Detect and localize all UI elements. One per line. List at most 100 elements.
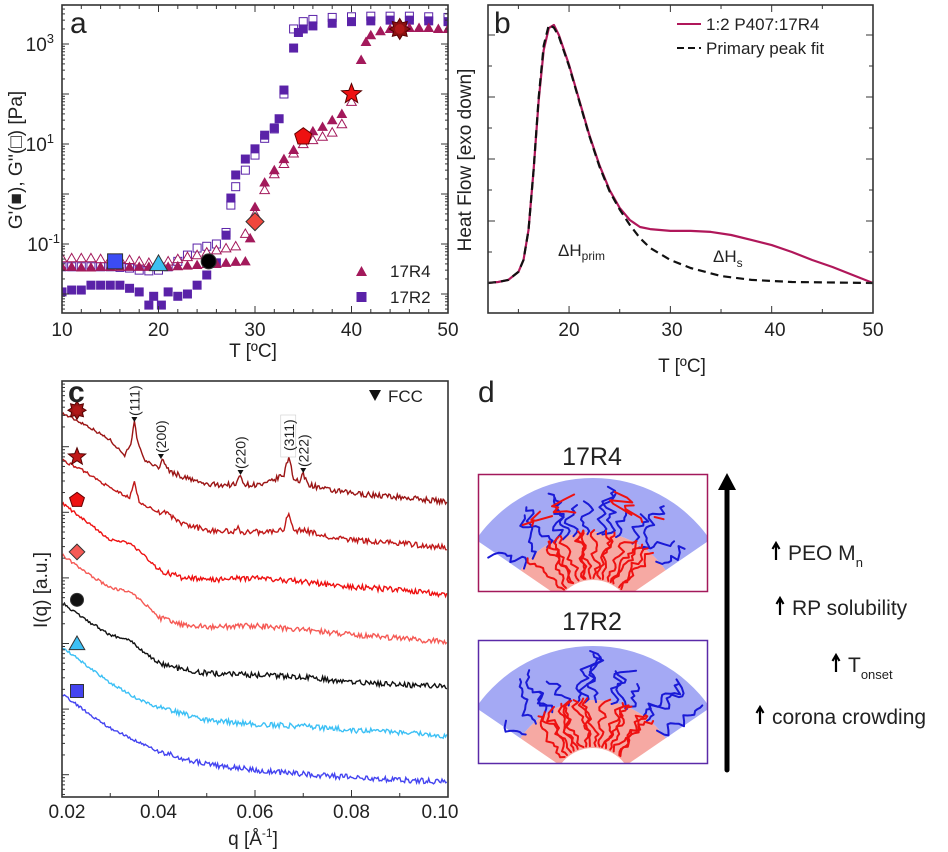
trend-text: PEO M	[788, 542, 856, 565]
peo-chain	[631, 513, 650, 545]
data-point-17R4-Gprime	[278, 153, 290, 164]
data-point-17R4-Gprime	[336, 108, 348, 118]
peo-chain	[547, 492, 571, 541]
panel-a-ylabel: G'(■), G''(□) [Pa]	[6, 91, 27, 229]
rp-chain	[580, 529, 593, 580]
rp-chain	[597, 698, 612, 748]
data-point-17R2-Gprime	[385, 15, 395, 25]
data-point-17R2-Gprime	[293, 27, 303, 37]
data-point-17R4-Gdoubleprime	[210, 244, 223, 255]
ytick-label: 10-1	[27, 231, 60, 256]
xtick-label: 0.08	[333, 802, 370, 823]
xtick-label: 40	[341, 320, 362, 341]
data-point-17R2-Gdoubleprime	[298, 17, 308, 27]
data-point-17R2-Gprime	[404, 15, 414, 25]
rp-chain	[561, 700, 585, 749]
rp-chain	[577, 697, 591, 748]
trend-text: RP solubility	[792, 597, 908, 620]
panel-b-label: b	[494, 7, 511, 40]
trend-subscript: n	[856, 555, 863, 570]
xtick-label: 0.02	[49, 802, 86, 823]
data-point-17R4-Gprime	[413, 22, 425, 32]
data-point-17R4-Gprime	[85, 262, 97, 272]
up-arrow-icon	[755, 704, 765, 724]
panel-c-frame	[61, 380, 449, 798]
rp-chain	[619, 714, 647, 758]
data-point-17R2-Gprime	[366, 16, 376, 26]
legend-label-17R2: 17R2	[390, 288, 431, 307]
data-point-17R4-Gprime	[360, 36, 372, 46]
data-point-17R2-Gprime	[115, 280, 125, 290]
rp-chain-in-corona	[653, 516, 665, 521]
panel-c-label: c	[68, 376, 85, 409]
data-point-17R4-Gprime	[317, 121, 328, 131]
xtick-label: 30	[661, 320, 682, 341]
data-point-17R4-Gprime	[244, 232, 256, 243]
fcc-peak-marker	[300, 468, 307, 473]
box-17R2	[477, 639, 709, 765]
legend-label-fcc: FCC	[388, 387, 423, 406]
panel-c-xlabel: q [Å-1]	[228, 826, 278, 850]
data-point-17R4-Gprime	[230, 256, 242, 266]
rp-chain	[620, 547, 649, 590]
xtick-label: 0.10	[422, 802, 459, 823]
rp-chain	[548, 540, 567, 589]
highlight-marker-square	[107, 253, 124, 270]
annotation-dH-s: ΔHs	[713, 247, 743, 270]
data-point-17R2-Gprime	[260, 130, 270, 140]
data-point-17R4-Gdoubleprime	[75, 252, 87, 263]
box-17R4	[477, 473, 709, 593]
rp-chain	[609, 705, 633, 751]
rp-chain	[562, 699, 579, 750]
legend-label-measured: 1:2 P407:17R4	[706, 15, 819, 34]
data-point-17R4-Gprime	[288, 144, 299, 155]
rp-chain	[581, 697, 600, 748]
saxs-curve-star	[62, 458, 447, 551]
rp-chain-in-corona	[609, 490, 634, 516]
panel-a-xlabel: T [ºC]	[229, 341, 277, 362]
data-point-17R2-Gprime	[192, 280, 202, 290]
saxs-marker-pentagon	[68, 491, 86, 507]
xtick-label: 0.04	[140, 802, 177, 823]
peo-chain	[586, 653, 605, 704]
data-point-17R2-Gprime	[250, 144, 260, 154]
data-point-17R2-Gprime	[240, 154, 250, 164]
fcc-peak-label: (200)	[153, 420, 169, 453]
data-point-17R4-Gdoubleprime	[258, 184, 271, 195]
xtick-label: 10	[51, 320, 72, 341]
rp-chain	[558, 535, 580, 582]
panel-a-yticklabels: 103 101 10-1	[26, 31, 60, 256]
data-point-17R2-Gprime	[173, 291, 183, 301]
rp-chain	[611, 539, 637, 585]
fcc-peak-label: (222)	[295, 434, 311, 467]
data-point-17R4-Gdoubleprime	[65, 252, 78, 263]
data-point-17R2-Gdoubleprime	[240, 165, 250, 175]
data-point-17R2-Gprime	[149, 291, 159, 301]
rp-chain-in-corona	[551, 493, 577, 514]
saxs-marker-square	[70, 684, 84, 699]
peo-chain	[642, 683, 682, 719]
panel-d: d 17R4 17R2 PEO Mn RP solubility Tonset cor…	[477, 376, 926, 773]
highlight-marker-diamond	[245, 211, 265, 232]
xtick-label: 20	[558, 320, 579, 341]
data-point-17R4-Gprime	[423, 22, 435, 32]
data-point-17R2-Gprime	[424, 16, 434, 26]
xtick-label: 30	[244, 320, 265, 341]
highlight-marker-pentagon	[294, 127, 313, 145]
fcc-peak-label: (220)	[233, 436, 249, 469]
sample-label-17R4: 17R4	[562, 443, 622, 471]
peo-chain	[601, 485, 617, 536]
highlight-marker-circle	[200, 253, 217, 270]
data-point-17R2-Gdoubleprime	[231, 182, 241, 192]
highlight-marker-triangle	[148, 253, 169, 272]
data-point-17R2-Gprime	[182, 289, 192, 299]
rp-chain	[601, 531, 616, 581]
panel-b-xlabel: T [ºC]	[658, 356, 706, 377]
trend-item: PEO Mn	[788, 542, 863, 570]
data-point-17R4-Gprime	[442, 23, 448, 33]
trend-text: corona crowding	[772, 706, 926, 729]
data-point-17R4-Gdoubleprime	[230, 240, 242, 251]
panel-c-xticklabels: 0.02 0.04 0.06 0.08 0.10	[49, 802, 459, 823]
peo-chain	[615, 511, 628, 539]
